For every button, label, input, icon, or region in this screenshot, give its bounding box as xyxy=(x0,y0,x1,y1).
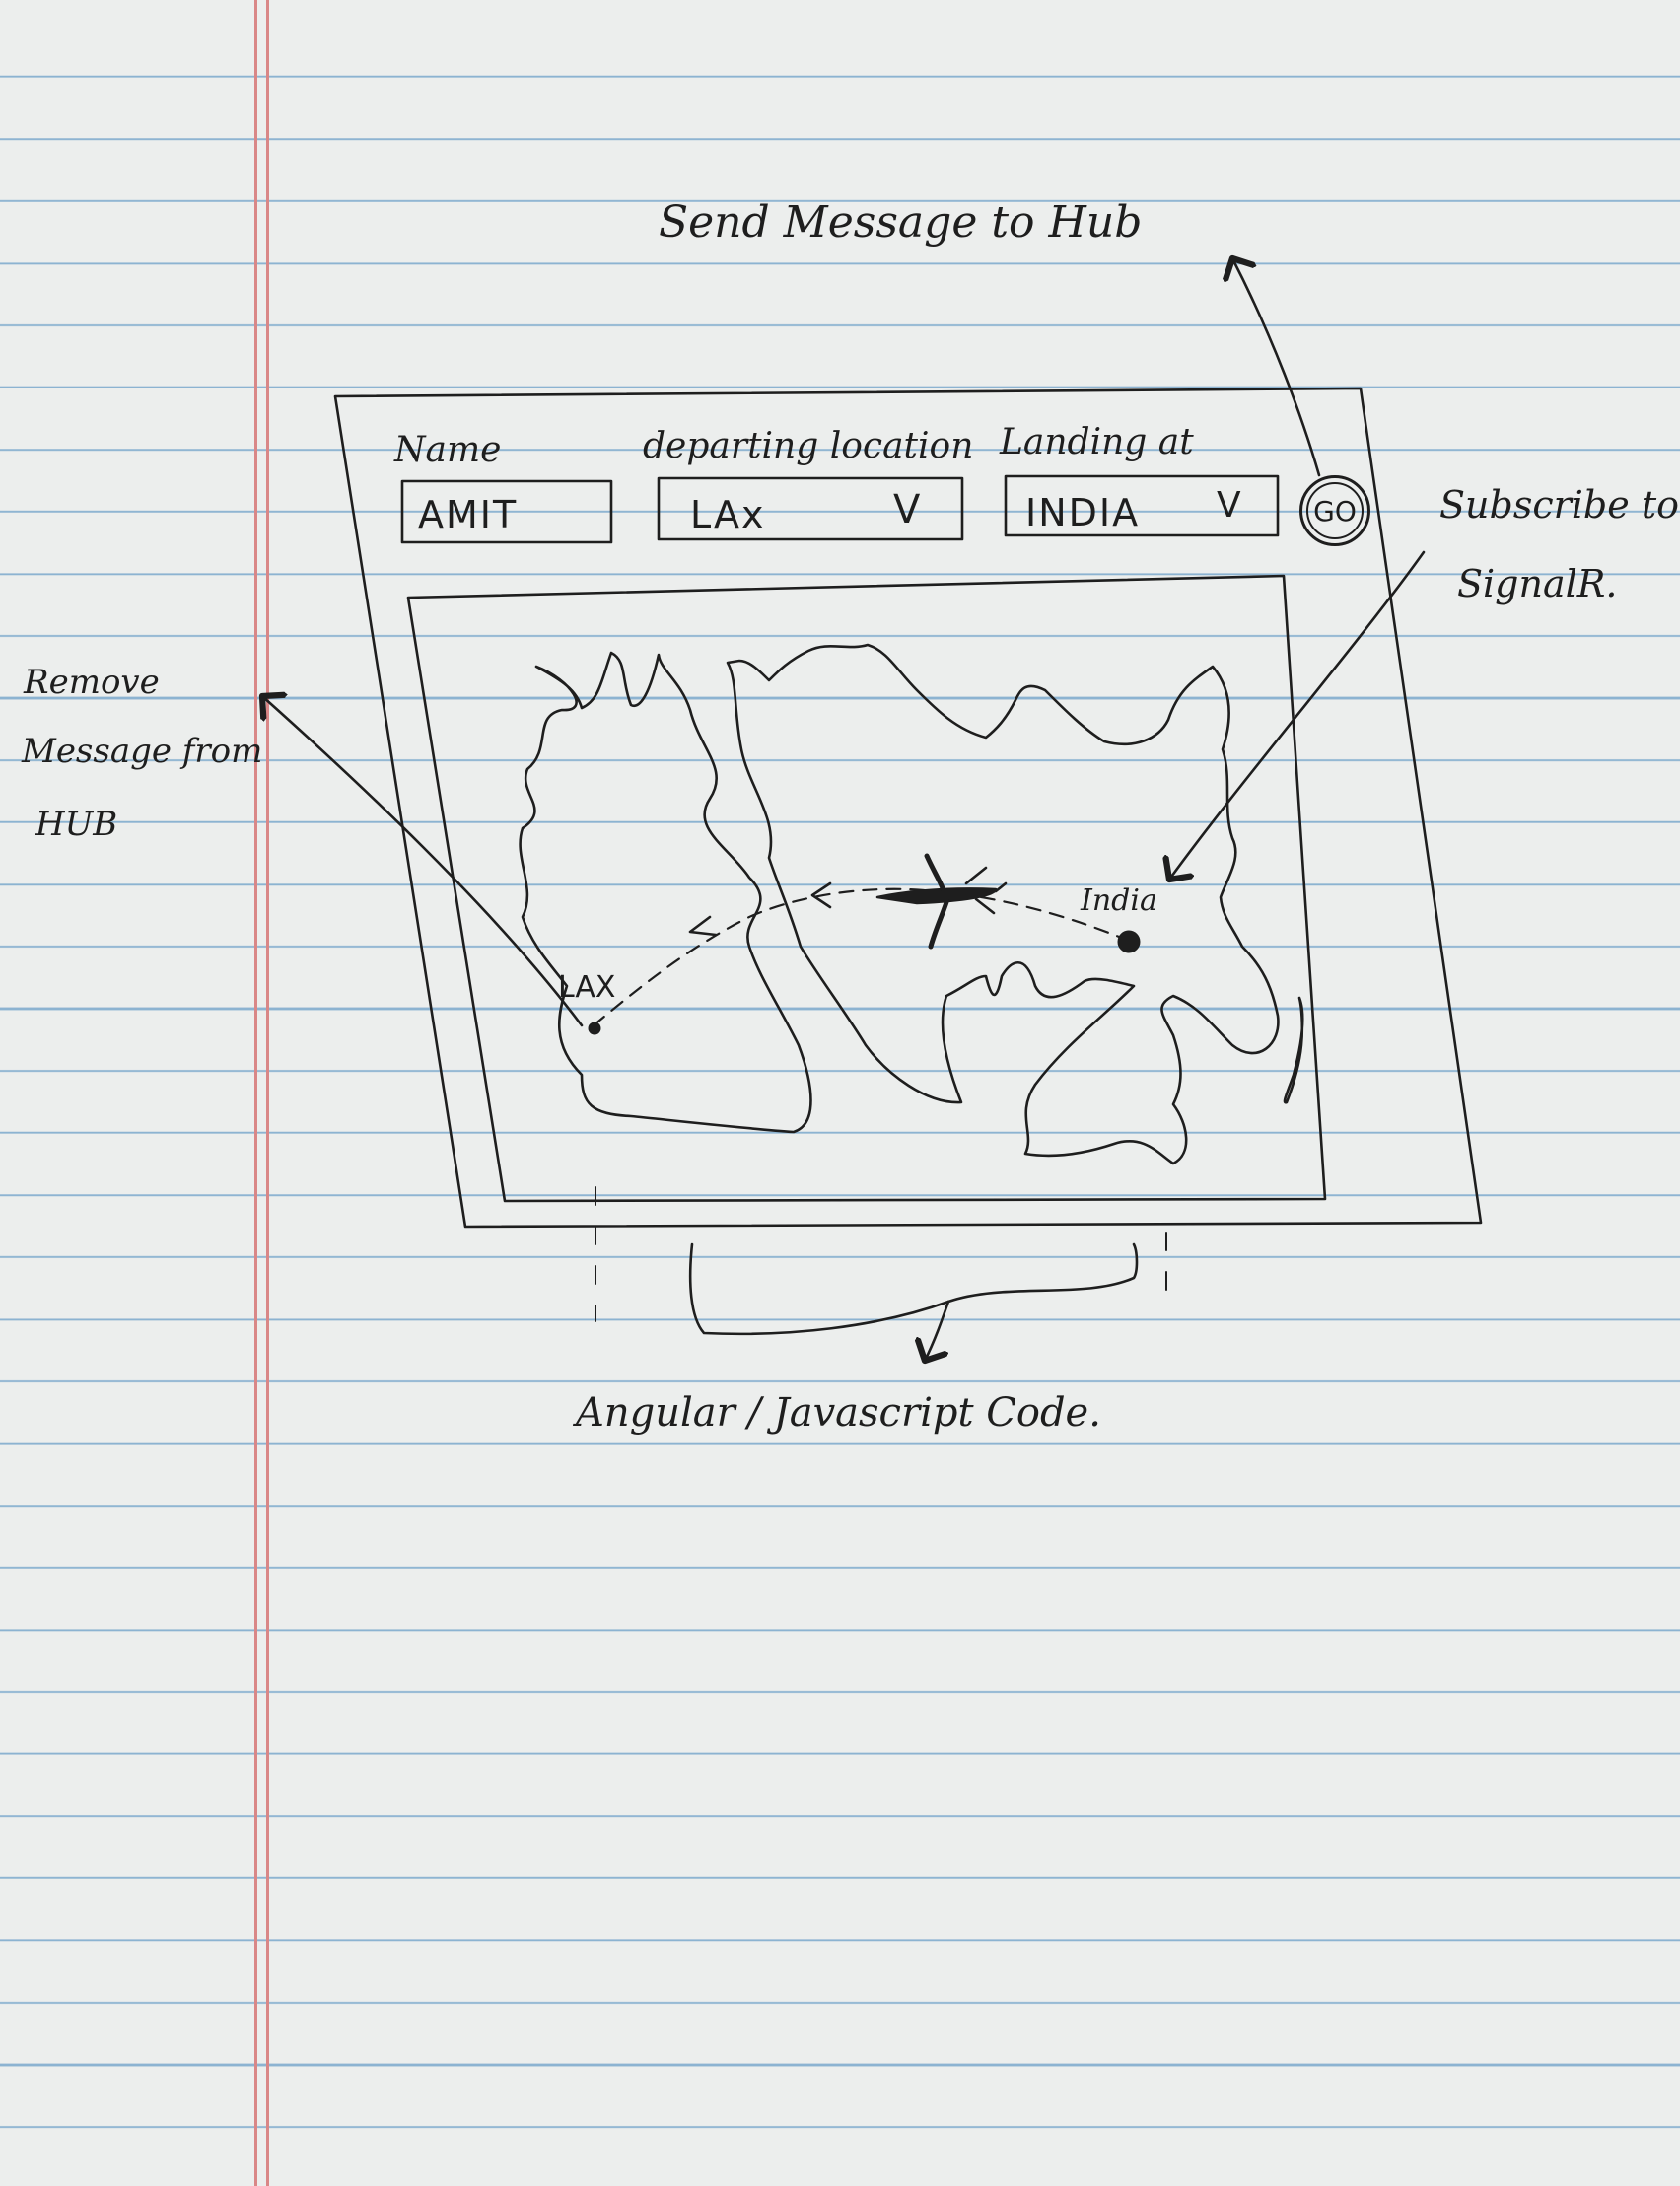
landing-select-value[interactable]: INDIA xyxy=(1025,491,1141,534)
departing-select-box xyxy=(657,476,964,541)
continent-eurasia xyxy=(726,643,1280,1165)
island-shape xyxy=(1283,996,1304,1104)
annotation-remove-line3: HUB xyxy=(35,805,118,844)
destination-marker xyxy=(1117,930,1141,953)
route-arrow-mark xyxy=(688,915,718,937)
arrow-remove-message xyxy=(262,696,584,1027)
arrow-send-message xyxy=(1232,258,1321,477)
airplane-icon xyxy=(875,853,1008,950)
origin-marker xyxy=(588,1022,601,1035)
annotation-send-message: Send Message to Hub xyxy=(659,197,1143,247)
map-destination-label: India xyxy=(1081,883,1157,918)
margin-line-right xyxy=(266,0,269,2186)
window-frame xyxy=(333,387,1483,1229)
map-frame xyxy=(406,574,1327,1203)
code-bracket-arrow xyxy=(925,1300,950,1361)
departing-label: departing location xyxy=(643,426,974,466)
annotation-code-label: Angular / Javascript Code. xyxy=(576,1390,1101,1436)
map-origin-label: LAX xyxy=(558,970,616,1005)
departing-select-value[interactable]: LAx xyxy=(690,493,766,536)
landing-chevron-down-icon[interactable]: V xyxy=(1217,485,1241,526)
annotation-remove-line1: Remove xyxy=(24,663,160,702)
departing-chevron-down-icon[interactable]: V xyxy=(893,487,921,532)
annotation-remove-line2: Message from xyxy=(22,732,263,771)
annotation-subscribe-line1: Subscribe to xyxy=(1439,483,1679,527)
arrow-subscribe xyxy=(1169,550,1426,880)
landing-select-box xyxy=(1004,474,1280,537)
code-bracket xyxy=(688,1242,1139,1336)
name-input-box xyxy=(400,479,613,544)
name-label: Name xyxy=(394,430,502,470)
go-button-label: GO xyxy=(1313,494,1357,528)
flight-route-path xyxy=(592,887,1126,1027)
go-button[interactable]: GO xyxy=(1299,475,1370,546)
landing-label: Landing at xyxy=(1000,422,1194,462)
annotation-subscribe-line2: SignalR. xyxy=(1457,562,1618,605)
continent-americas xyxy=(519,651,812,1134)
name-input[interactable]: AMIT xyxy=(418,493,519,536)
route-arrow-mark-2 xyxy=(810,881,832,909)
margin-line-left xyxy=(254,0,257,2186)
